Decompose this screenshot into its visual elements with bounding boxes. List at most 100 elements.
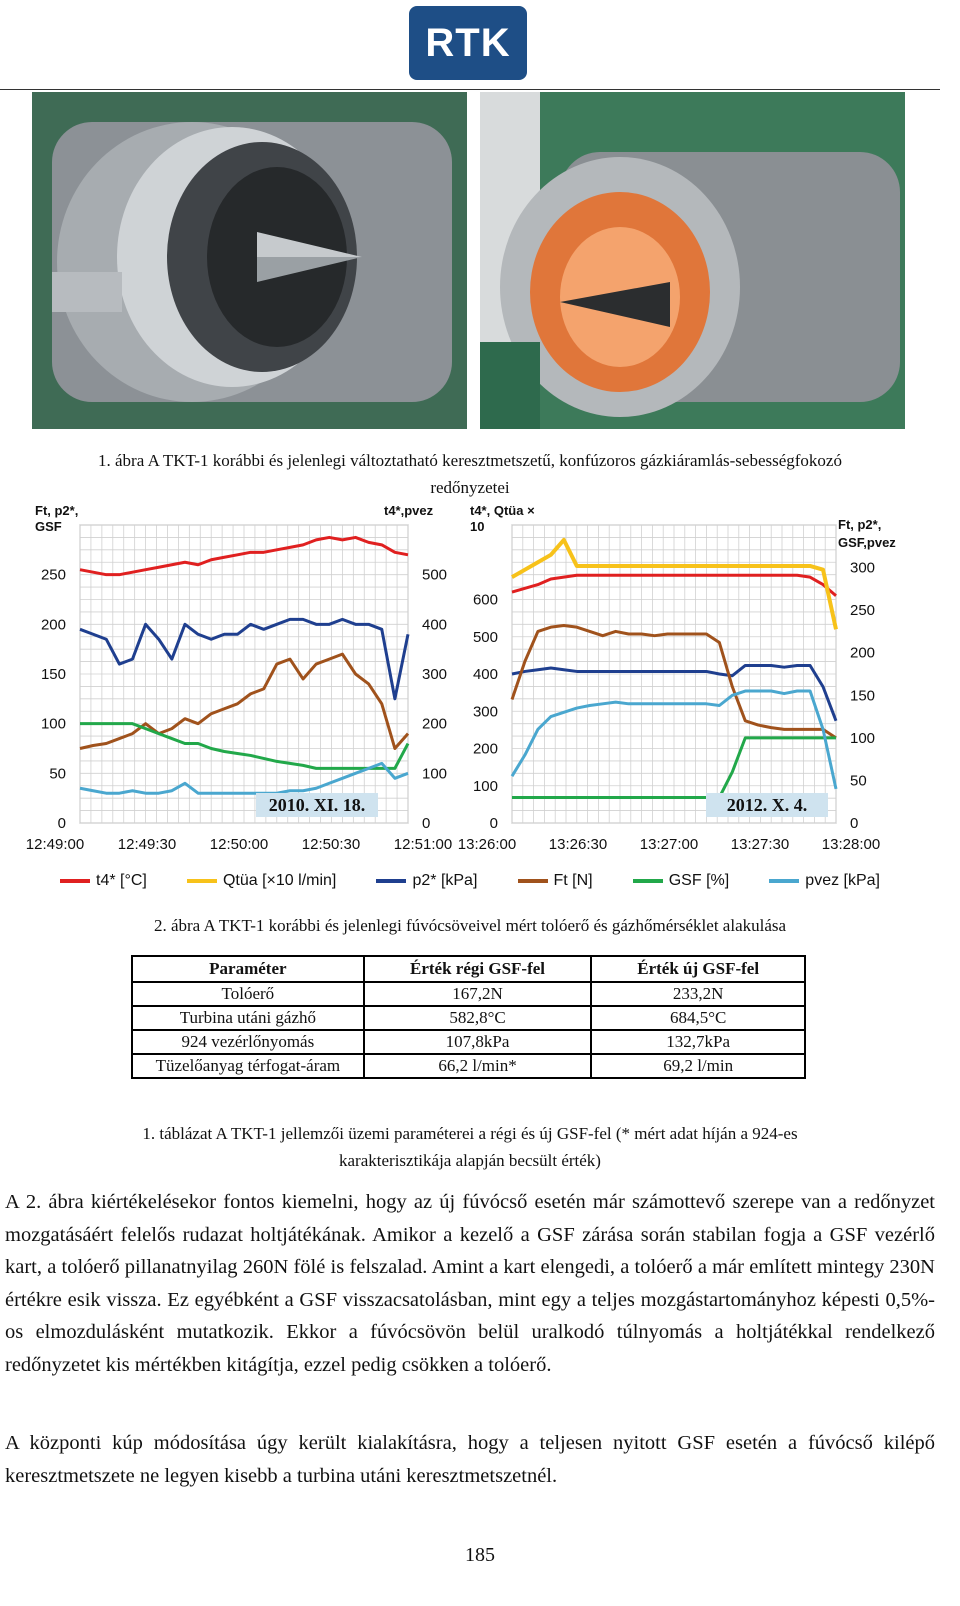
- legend-swatch: [186, 879, 217, 883]
- logo-text: RTK: [425, 20, 511, 65]
- right-tick-label: 0: [422, 815, 430, 832]
- series-line: [80, 722, 410, 770]
- right-tick-label: 150: [850, 687, 875, 704]
- x-tick-label: 13:27:00: [640, 836, 698, 853]
- left-tick-label: 0: [58, 815, 66, 832]
- left-tick-label: 600: [473, 592, 498, 609]
- legend-label: t4* [°C]: [96, 872, 147, 889]
- series-line: [79, 617, 410, 701]
- left-tick-label: 150: [41, 666, 66, 683]
- left-tick-label: 100: [41, 716, 66, 733]
- figure1-caption-line2: redőnyzetei: [430, 478, 510, 497]
- table-header: Paraméter: [131, 955, 365, 983]
- table-cell: Turbina utáni gázhő: [131, 1005, 365, 1031]
- chart-legend: t4* [°C] Qtüa [×10 l/min] p2* [kPa] Ft [N] G…: [60, 866, 880, 896]
- legend-label: Ft [N]: [553, 872, 593, 889]
- legend-item: p2* [kPa]: [376, 872, 477, 890]
- right-tick-label: 200: [422, 716, 447, 733]
- table-row: Turbina utáni gázhő 582,8°C 684,5°C: [131, 1005, 806, 1031]
- left-axis-label: Ft, p2*,: [35, 505, 78, 518]
- page-number: 185: [465, 1544, 495, 1566]
- photo-old-nozzle: [32, 92, 467, 429]
- series-line: [511, 573, 837, 597]
- series-line: [511, 663, 838, 722]
- left-tick-label: 400: [473, 666, 498, 683]
- table1-caption: 1. táblázat A TKT-1 jellemzői üzemi para…: [0, 1120, 940, 1174]
- left-tick-label: 300: [473, 703, 498, 720]
- legend-item: t4* [°C]: [60, 872, 147, 890]
- figure2-caption: 2. ábra A TKT-1 korábbi és jelenlegi fúv…: [0, 912, 940, 939]
- right-tick-label: 200: [850, 645, 875, 662]
- left-axis-label: t4*, Qtüa ×: [470, 505, 535, 518]
- table-header: Érték régi GSF-fel: [362, 955, 593, 983]
- table-cell: 684,5°C: [590, 1005, 806, 1031]
- figure1-caption-line1: 1. ábra A TKT-1 korábbi és jelenlegi vál…: [98, 451, 842, 470]
- body-paragraph-1: A 2. ábra kiértékelésekor fontos kiemeln…: [5, 1191, 935, 1376]
- x-tick-label: 13:27:30: [731, 836, 789, 853]
- left-tick-label: 250: [41, 567, 66, 584]
- chart-annotation: 2010. XI. 18.: [269, 795, 366, 815]
- right-tick-label: 400: [422, 616, 447, 633]
- right-tick-label: 50: [850, 772, 867, 789]
- legend-item: Ft [N]: [517, 872, 593, 890]
- series-line: [512, 736, 836, 799]
- series-line: [510, 689, 838, 790]
- right-tick-label: 100: [422, 765, 447, 782]
- header-divider: [0, 89, 940, 90]
- table-cell: 107,8kPa: [362, 1029, 593, 1055]
- rtk-logo: RTK: [409, 6, 527, 80]
- legend-swatch: [769, 879, 800, 883]
- table1-caption-line2: karakterisztikája alapján becsült érték): [339, 1151, 601, 1170]
- table-cell: 924 vezérlőnyomás: [131, 1029, 365, 1055]
- table-cell: 66,2 l/min*: [362, 1053, 593, 1079]
- parameter-table: Paraméter Érték régi GSF-fel Érték új GS…: [131, 955, 806, 1079]
- table-cell: Tolóerő: [131, 981, 365, 1007]
- right-tick-label: 300: [422, 666, 447, 683]
- series-line: [79, 535, 409, 577]
- x-tick-label: 12:49:30: [118, 836, 176, 853]
- table-row: 924 vezérlőnyomás 107,8kPa 132,7kPa: [131, 1029, 806, 1055]
- series-line: [510, 623, 837, 740]
- series-line: [79, 761, 409, 795]
- x-tick-label: 13:26:00: [458, 836, 516, 853]
- legend-label: GSF [%]: [668, 872, 730, 889]
- left-tick-label: 200: [473, 741, 498, 758]
- legend-swatch: [376, 879, 407, 883]
- body-paragraph-2: A központi kúp módosítása úgy került kia…: [5, 1432, 935, 1487]
- series-line: [511, 537, 838, 630]
- x-tick-label: 13:28:00: [822, 836, 880, 853]
- left-tick-label: 200: [41, 616, 66, 633]
- right-tick-label: 300: [850, 560, 875, 577]
- series-line: [79, 652, 410, 750]
- table-cell: 132,7kPa: [590, 1029, 806, 1055]
- right-axis-label: t4*,pvez: [384, 505, 434, 518]
- legend-label: pvez [kPa]: [805, 872, 880, 889]
- table-cell: 167,2N: [362, 981, 593, 1007]
- legend-label: Qtüa [×10 l/min]: [222, 872, 337, 889]
- left-tick-label: 500: [473, 629, 498, 646]
- table-header-row: Paraméter Érték régi GSF-fel Érték új GS…: [131, 955, 806, 983]
- figure1-caption: 1. ábra A TKT-1 korábbi és jelenlegi vál…: [0, 447, 940, 501]
- legend-item: Qtüa [×10 l/min]: [186, 872, 337, 890]
- left-tick-label: 100: [473, 778, 498, 795]
- x-tick-label: 12:51:00: [394, 836, 452, 853]
- right-axis-label: Ft, p2*,: [838, 517, 881, 532]
- right-tick-label: 500: [422, 567, 447, 584]
- table-header: Érték új GSF-fel: [590, 955, 806, 983]
- legend-swatch: [60, 879, 90, 883]
- right-tick-label: 250: [850, 602, 875, 619]
- right-axis-label: GSF,pvez: [838, 535, 896, 550]
- table1-caption-line1: 1. táblázat A TKT-1 jellemzői üzemi para…: [142, 1124, 798, 1143]
- figure2-caption-text: 2. ábra A TKT-1 korábbi és jelenlegi fúv…: [153, 916, 787, 935]
- x-tick-label: 12:50:30: [302, 836, 360, 853]
- x-tick-label: 13:26:30: [549, 836, 607, 853]
- chart-annotation: 2012. X. 4.: [727, 795, 808, 815]
- legend-swatch: [632, 879, 663, 883]
- right-tick-label: 100: [850, 730, 875, 747]
- x-tick-label: 12:50:00: [210, 836, 268, 853]
- table-row: Tüzelőanyag térfogat-áram 66,2 l/min* 69…: [131, 1053, 806, 1079]
- left-axis-label: 10: [470, 519, 484, 534]
- table-cell: 582,8°C: [362, 1005, 593, 1031]
- legend-swatch: [517, 879, 548, 883]
